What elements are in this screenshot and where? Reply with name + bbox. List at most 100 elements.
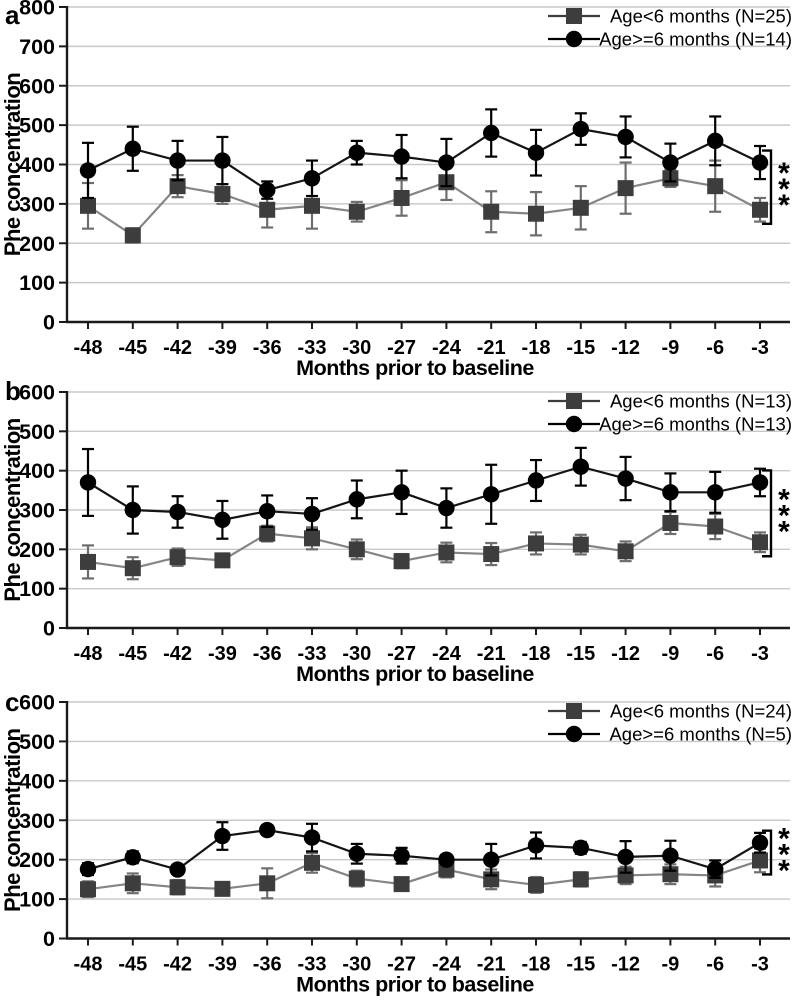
x-tick-label: -30 bbox=[342, 954, 371, 976]
circle-marker bbox=[169, 861, 186, 878]
square-marker bbox=[438, 544, 455, 561]
x-tick-label: -39 bbox=[208, 337, 237, 359]
x-tick-label: -27 bbox=[387, 954, 416, 976]
y-tick-label: 200 bbox=[19, 538, 55, 562]
panel-letter: a bbox=[5, 0, 20, 30]
x-tick-label: -33 bbox=[298, 954, 327, 976]
y-tick-label: 400 bbox=[19, 769, 55, 793]
square-marker bbox=[752, 852, 768, 869]
legend-row: Age<6 months (N=25) bbox=[548, 6, 792, 27]
y-tick-label: 0 bbox=[43, 927, 55, 951]
y-tick-label: 0 bbox=[43, 617, 55, 641]
x-tick-label: -27 bbox=[387, 337, 416, 359]
x-tick-label: -48 bbox=[74, 337, 103, 359]
square-marker bbox=[572, 199, 589, 216]
x-axis-title: Months prior to baseline bbox=[296, 662, 534, 686]
x-tick-label: -36 bbox=[253, 954, 282, 976]
legend-label: Age<6 months (N=25) bbox=[610, 6, 792, 27]
series-age-lt-6 bbox=[80, 159, 768, 244]
square-marker bbox=[214, 880, 231, 897]
significance-star: * bbox=[778, 157, 790, 190]
circle-marker bbox=[169, 152, 186, 169]
x-tick-label: -36 bbox=[253, 337, 282, 359]
x-tick-label: -21 bbox=[477, 954, 506, 976]
circle-marker bbox=[707, 132, 724, 150]
circle-marker bbox=[617, 470, 634, 487]
circle-marker bbox=[393, 148, 410, 165]
circle-marker bbox=[572, 120, 589, 138]
legend-row: Age<6 months (N=13) bbox=[548, 391, 792, 412]
gridlines bbox=[67, 391, 790, 590]
circle-marker bbox=[483, 124, 500, 142]
legend: Age<6 months (N=24)Age>=6 months (N=5) bbox=[548, 701, 792, 745]
circle-marker bbox=[79, 162, 97, 179]
x-tick-label: -21 bbox=[477, 643, 506, 665]
square-marker bbox=[528, 876, 544, 893]
y-tick-label: 200 bbox=[19, 848, 55, 872]
x-tick-label: -48 bbox=[74, 954, 103, 976]
circle-marker bbox=[751, 474, 769, 491]
y-tick-label: 700 bbox=[19, 35, 55, 59]
y-axis: 0 100 200 300 400 500 600 bbox=[19, 691, 69, 951]
x-tick-label: -12 bbox=[611, 954, 640, 976]
legend-row: Age<6 months (N=24) bbox=[548, 701, 792, 722]
square-marker bbox=[662, 514, 679, 531]
series-age-ge-6 bbox=[79, 108, 769, 200]
square-marker bbox=[80, 553, 96, 570]
legend-square-marker-icon bbox=[566, 8, 582, 24]
square-marker bbox=[304, 854, 320, 871]
x-tick-label: -15 bbox=[566, 337, 595, 359]
significance-star: * bbox=[778, 499, 790, 532]
x-tick-label: -6 bbox=[706, 337, 724, 359]
circle-marker bbox=[438, 499, 455, 517]
x-tick-label: -39 bbox=[208, 954, 237, 976]
series-age-ge-6 bbox=[79, 821, 769, 879]
circle-marker bbox=[527, 837, 545, 854]
x-tick-label: -24 bbox=[432, 643, 462, 665]
x-tick-label: -21 bbox=[477, 337, 506, 359]
y-tick-label: 400 bbox=[19, 459, 55, 483]
x-tick-label: -6 bbox=[706, 643, 724, 665]
series-line bbox=[87, 859, 761, 891]
square-marker bbox=[259, 201, 276, 218]
panel-letter: b bbox=[5, 376, 21, 406]
x-axis: -48 -45 -42 -39 -36 -33 -30 -27 -24 -21 -18 -15 -12-… bbox=[66, 626, 790, 665]
panel-letter: c bbox=[5, 687, 19, 717]
circle-marker bbox=[124, 140, 141, 157]
y-tick-label: 100 bbox=[19, 577, 55, 601]
circle-marker bbox=[751, 154, 769, 171]
significance-bracket bbox=[762, 469, 773, 558]
significance-bracket bbox=[762, 829, 773, 876]
gridlines bbox=[67, 6, 790, 284]
x-axis: -48 -45 -42 -39 -36 -33 -30 -27 -24 -21 -18 -15 -12-… bbox=[66, 937, 790, 976]
circle-marker bbox=[527, 472, 545, 489]
x-tick-label: -12 bbox=[611, 337, 640, 359]
circle-marker bbox=[303, 829, 321, 846]
y-tick-label: 600 bbox=[19, 691, 55, 715]
series-line bbox=[87, 521, 761, 570]
y-tick-label: 300 bbox=[19, 499, 55, 523]
square-marker bbox=[214, 186, 231, 203]
x-tick-label: -42 bbox=[163, 954, 192, 976]
square-marker bbox=[304, 197, 320, 214]
y-tick-label: 100 bbox=[19, 888, 55, 912]
circle-marker bbox=[124, 501, 141, 519]
series-line bbox=[87, 828, 761, 871]
square-marker bbox=[393, 876, 410, 893]
x-tick-label: -15 bbox=[566, 954, 595, 976]
significance-star: * bbox=[778, 839, 790, 872]
square-marker bbox=[348, 203, 365, 220]
square-marker bbox=[572, 871, 589, 888]
legend-circle-marker-icon bbox=[565, 725, 583, 743]
x-tick-label: -42 bbox=[163, 337, 192, 359]
significance-star: * bbox=[778, 823, 790, 856]
square-marker bbox=[348, 541, 365, 558]
circle-marker bbox=[572, 839, 589, 857]
x-tick-label: -9 bbox=[662, 954, 680, 976]
series-line bbox=[87, 127, 761, 192]
y-axis-title: Phe concentration bbox=[0, 418, 25, 601]
circle-marker bbox=[527, 144, 545, 161]
